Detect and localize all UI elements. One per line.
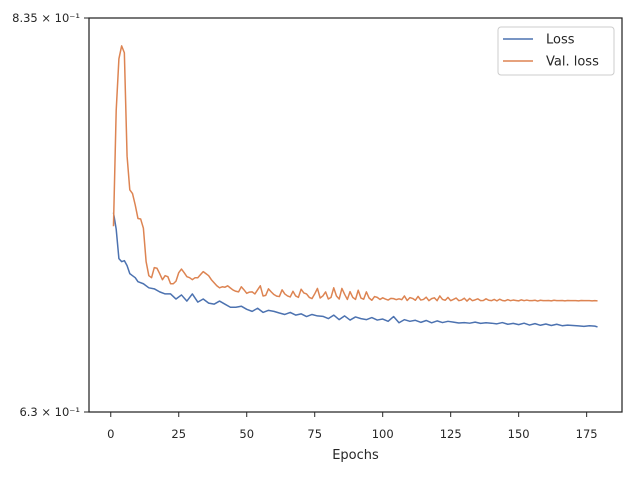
y-axis: 8.35 × 10⁻¹ 6.3 × 10⁻¹: [12, 11, 89, 419]
x-tick-label: 0: [107, 427, 114, 441]
x-tick-label: 75: [307, 427, 322, 441]
series-line-0: [112, 212, 598, 328]
x-tick-label: 125: [440, 427, 462, 441]
legend: Loss Val. loss: [497, 26, 615, 76]
series-layer: [112, 45, 598, 328]
x-axis: 0 25 50 75 100 125 150 175: [107, 412, 598, 441]
y-tick-label: 8.35 × 10⁻¹: [12, 11, 80, 25]
series-line-1: [112, 45, 598, 302]
x-tick-label: 150: [508, 427, 530, 441]
legend-label-1: Val. loss: [546, 55, 599, 70]
x-tick-label: 50: [239, 427, 254, 441]
x-tick-label: 25: [171, 427, 186, 441]
x-tick-label: 175: [576, 427, 598, 441]
x-tick-label: 100: [372, 427, 394, 441]
y-tick-label: 6.3 × 10⁻¹: [19, 405, 80, 419]
plot-frame: [88, 17, 623, 413]
legend-label-0: Loss: [546, 33, 575, 48]
x-axis-label: Epochs: [332, 448, 379, 463]
